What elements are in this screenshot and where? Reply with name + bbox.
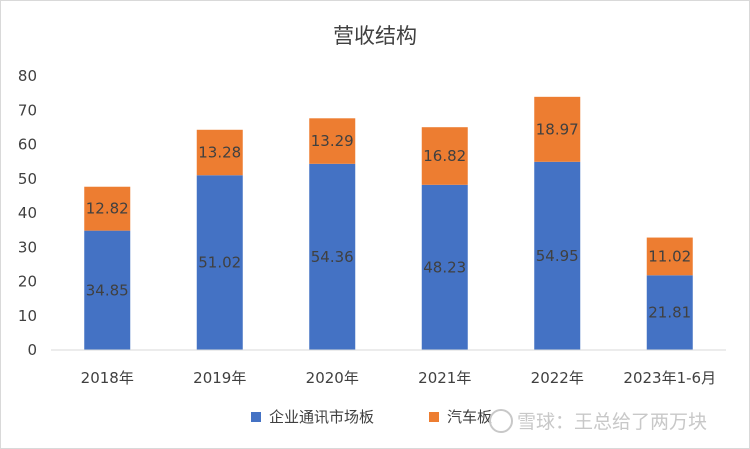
data-label: 12.82 bbox=[86, 200, 129, 218]
bar-segment-enterprise bbox=[84, 230, 131, 350]
bar-segment-enterprise bbox=[646, 275, 693, 350]
y-tick-label: 70 bbox=[18, 101, 37, 119]
bar-segment-enterprise bbox=[196, 175, 243, 350]
legend-label: 企业通讯市场板 bbox=[269, 408, 374, 426]
bar-segment-auto bbox=[196, 129, 243, 176]
y-tick-label: 0 bbox=[27, 341, 37, 359]
data-label: 11.02 bbox=[648, 247, 691, 265]
bar-segment-auto bbox=[309, 118, 356, 164]
data-label: 16.82 bbox=[423, 147, 466, 165]
chart-title: 营收结构 bbox=[333, 24, 417, 48]
bar-segment-auto bbox=[646, 237, 693, 276]
data-label: 13.29 bbox=[311, 132, 354, 150]
data-label: 34.85 bbox=[86, 281, 129, 299]
y-tick-label: 60 bbox=[18, 136, 37, 154]
legend-label: 汽车板 bbox=[447, 408, 492, 426]
y-tick-label: 10 bbox=[18, 307, 37, 325]
legend-swatch bbox=[429, 412, 439, 422]
y-tick-label: 20 bbox=[18, 273, 37, 291]
watermark: 雪球：王总给了两万块 bbox=[489, 409, 707, 433]
data-label: 48.23 bbox=[423, 258, 466, 276]
bar-segment-auto bbox=[84, 186, 131, 231]
x-tick-label: 2018年 bbox=[81, 369, 134, 387]
bar-segment-enterprise bbox=[309, 163, 356, 350]
x-tick-label: 2019年 bbox=[193, 369, 246, 387]
data-label: 18.97 bbox=[536, 120, 579, 138]
bar-segment-enterprise bbox=[534, 161, 581, 350]
x-tick-label: 2023年1-6月 bbox=[623, 369, 716, 387]
legend-swatch bbox=[251, 412, 261, 422]
x-tick-label: 2020年 bbox=[306, 369, 359, 387]
snowball-logo-icon bbox=[489, 409, 513, 433]
x-tick-label: 2021年 bbox=[418, 369, 471, 387]
data-label: 13.28 bbox=[198, 144, 241, 162]
y-tick-label: 40 bbox=[18, 204, 37, 222]
data-label: 54.95 bbox=[536, 247, 579, 265]
y-tick-label: 30 bbox=[18, 238, 37, 256]
y-tick-label: 50 bbox=[18, 170, 37, 188]
data-label: 54.36 bbox=[311, 248, 354, 266]
data-label: 21.81 bbox=[648, 304, 691, 322]
bar-segment-auto bbox=[421, 127, 468, 185]
data-label: 51.02 bbox=[198, 254, 241, 272]
y-tick-label: 80 bbox=[18, 67, 37, 85]
x-tick-label: 2022年 bbox=[531, 369, 584, 387]
bar-segment-enterprise bbox=[421, 184, 468, 350]
bar-segment-auto bbox=[534, 96, 581, 162]
watermark-text: 雪球：王总给了两万块 bbox=[517, 411, 707, 433]
